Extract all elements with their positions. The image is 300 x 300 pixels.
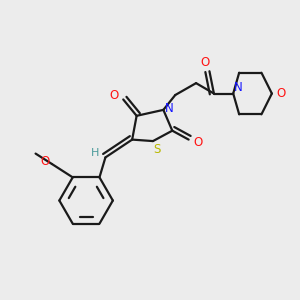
- Text: O: O: [277, 87, 286, 100]
- Text: O: O: [193, 136, 202, 149]
- Text: O: O: [41, 155, 50, 168]
- Text: N: N: [165, 102, 174, 115]
- Text: O: O: [200, 56, 210, 69]
- Text: N: N: [234, 81, 243, 94]
- Text: S: S: [154, 143, 161, 156]
- Text: O: O: [110, 89, 119, 102]
- Text: H: H: [91, 148, 99, 158]
